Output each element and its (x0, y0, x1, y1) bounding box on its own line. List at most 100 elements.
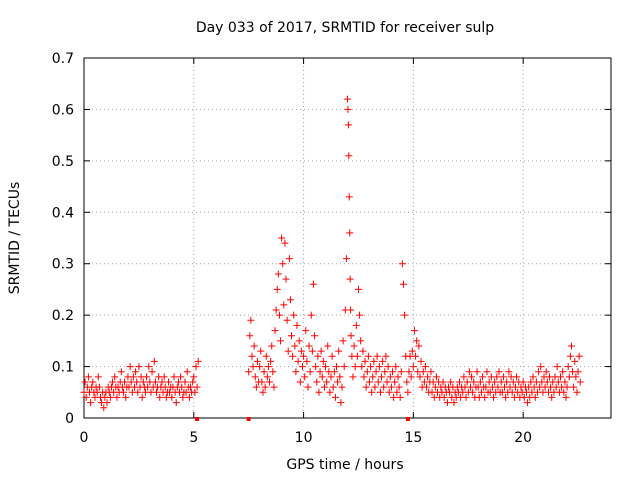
data-point (263, 373, 271, 381)
data-point (353, 352, 361, 360)
data-point (561, 378, 569, 386)
gap-marker (405, 417, 410, 421)
data-point (382, 352, 390, 360)
y-tick-label: 0.1 (52, 360, 74, 376)
data-point (352, 321, 360, 329)
data-point (290, 311, 298, 319)
data-point (113, 393, 121, 401)
data-point (463, 378, 471, 386)
data-point (94, 373, 102, 381)
data-point (477, 388, 485, 396)
data-point (566, 352, 574, 360)
data-point (391, 378, 399, 386)
data-point (317, 347, 325, 355)
data-point (294, 357, 302, 365)
data-point (450, 399, 458, 407)
data-point (447, 378, 455, 386)
data-point (339, 337, 347, 345)
data-point (401, 311, 409, 319)
data-point (572, 373, 580, 381)
data-point (121, 378, 129, 386)
data-point (385, 388, 393, 396)
data-point (404, 388, 412, 396)
data-point (563, 383, 571, 391)
data-point (376, 388, 384, 396)
data-point (564, 363, 572, 371)
data-point (535, 368, 543, 376)
data-point (380, 383, 388, 391)
data-point (330, 368, 338, 376)
data-point (293, 321, 301, 329)
x-axis-ticks: 0 5 10 15 20 (80, 58, 532, 446)
data-point (409, 363, 417, 371)
data-point (384, 363, 392, 371)
data-point (285, 255, 293, 263)
data-point (183, 368, 191, 376)
x-tick-label: 0 (80, 430, 89, 446)
data-point (387, 383, 395, 391)
data-point (192, 363, 200, 371)
data-point (460, 373, 468, 381)
data-point (275, 311, 283, 319)
data-point (186, 383, 194, 391)
data-point (81, 378, 89, 386)
data-point (345, 152, 353, 160)
data-point (360, 373, 368, 381)
data-point (316, 368, 324, 376)
data-point (278, 234, 286, 242)
data-point (375, 363, 383, 371)
data-point (292, 368, 300, 376)
data-point (274, 270, 282, 278)
data-point (247, 316, 255, 324)
data-point (156, 393, 164, 401)
x-tick-label: 5 (189, 430, 198, 446)
data-point (359, 347, 367, 355)
data-point (194, 357, 202, 365)
data-point (160, 373, 168, 381)
data-gap-markers (195, 417, 410, 421)
data-point (356, 311, 364, 319)
data-point (300, 352, 308, 360)
data-point (89, 378, 97, 386)
data-point (279, 260, 287, 268)
data-point (327, 373, 335, 381)
data-point (298, 363, 306, 371)
data-point (269, 368, 277, 376)
gap-marker (195, 417, 200, 421)
data-point (413, 337, 421, 345)
data-point (462, 393, 470, 401)
data-point (575, 352, 583, 360)
chart-title: Day 033 of 2017, SRMTID for receiver sul… (196, 20, 494, 36)
data-point (117, 368, 125, 376)
data-point (106, 393, 114, 401)
data-point (82, 393, 90, 401)
data-point (347, 306, 355, 314)
data-point (324, 342, 332, 350)
data-point (251, 373, 259, 381)
data-point (267, 357, 275, 365)
data-point (465, 368, 473, 376)
data-point (374, 378, 382, 386)
data-point (405, 368, 413, 376)
data-point (95, 383, 103, 391)
data-point (126, 363, 134, 371)
data-point (476, 378, 484, 386)
data-point (495, 368, 503, 376)
data-point (468, 373, 476, 381)
data-point (371, 383, 379, 391)
data-point (559, 368, 567, 376)
data-point (365, 378, 373, 386)
data-point (179, 393, 187, 401)
data-point (529, 373, 537, 381)
data-point (469, 388, 477, 396)
data-point (415, 342, 423, 350)
y-tick-label: 0 (65, 411, 74, 427)
data-point (432, 373, 440, 381)
data-point (439, 378, 447, 386)
data-point (337, 399, 345, 407)
data-point (503, 378, 511, 386)
data-point (264, 363, 272, 371)
data-point (490, 393, 498, 401)
data-point (158, 378, 166, 386)
